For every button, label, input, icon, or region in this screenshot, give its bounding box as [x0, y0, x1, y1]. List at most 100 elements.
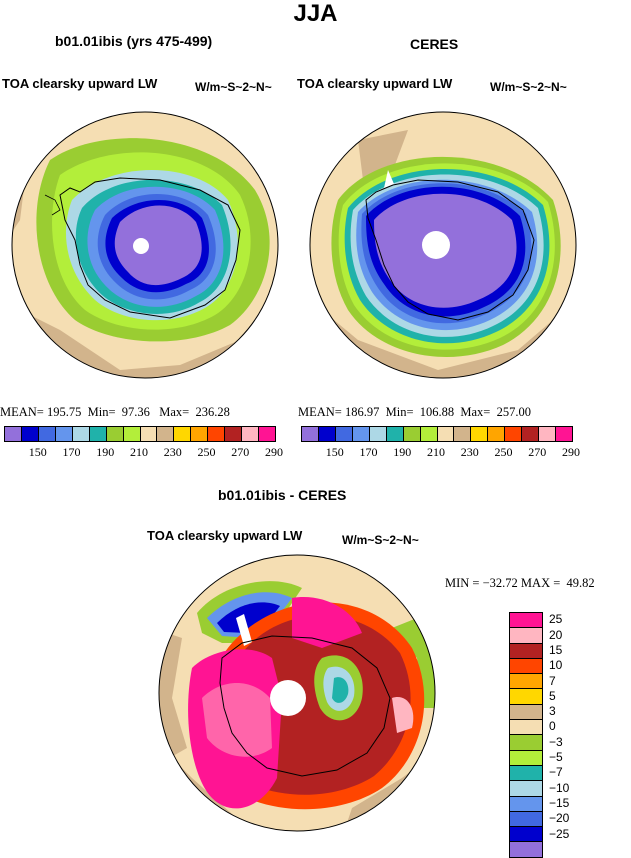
model-max-value: 236.28	[195, 405, 230, 419]
diff-colorbar-label: 15	[549, 642, 563, 657]
diff-colorbar-label: 0	[549, 719, 556, 734]
colorbar-swatch	[471, 427, 489, 441]
diff-polar-map	[158, 554, 436, 832]
colorbar-tick-label: 250	[494, 445, 513, 459]
model-mean-label: MEAN=	[0, 405, 44, 419]
colorbar-swatch	[369, 427, 387, 441]
colorbar-swatch	[242, 427, 260, 441]
model-case-title: b01.01ibis (yrs 475-499)	[55, 33, 213, 49]
colorbar-tick-label: 210	[130, 445, 148, 459]
diff-minmax: MIN = −32.72 MAX = 49.82	[445, 576, 595, 591]
colorbar-swatch	[157, 427, 175, 441]
diff-colorbar-label: 25	[549, 612, 563, 627]
colorbar-swatch	[556, 427, 572, 441]
diff-colorbar-label: −5	[549, 750, 563, 764]
obs-stats: MEAN= 186.97 Min= 106.88 Max= 257.00	[298, 405, 531, 420]
diff-colorbar-swatch	[510, 750, 542, 766]
colorbar-tick-label: 150	[28, 445, 47, 459]
obs-min-value: 106.88	[419, 405, 455, 419]
diff-colorbar-label: −20	[549, 811, 570, 826]
colorbar-swatch	[123, 427, 141, 441]
colorbar-swatch	[21, 427, 39, 441]
colorbar-tick-label: 170	[62, 445, 81, 459]
obs-mean-value: 186.97	[344, 405, 380, 419]
obs-polar-map	[309, 111, 577, 379]
model-variable-title: TOA clearsky upward LW	[2, 76, 158, 91]
diff-variable-title: TOA clearsky upward LW	[147, 528, 303, 543]
page-title: JJA	[293, 0, 338, 27]
colorbar-swatch	[174, 427, 192, 441]
diff-colorbar-swatch	[510, 720, 542, 736]
diff-colorbar-swatch	[510, 735, 542, 751]
model-units: W/m~S~2~N~	[195, 80, 272, 94]
colorbar-swatch	[208, 427, 226, 441]
diff-colorbar-swatch	[510, 811, 542, 828]
diff-min-label: MIN =	[445, 576, 480, 590]
model-min-value: 97.36	[121, 405, 150, 419]
colorbar-swatch	[403, 427, 421, 441]
diff-colorbar-swatch	[510, 658, 542, 675]
model-colorbar	[4, 426, 276, 442]
diff-colorbar-label: −3	[549, 734, 563, 749]
colorbar-swatch	[89, 427, 107, 441]
colorbar-tick-label: 290	[562, 445, 580, 459]
obs-max-value: 257.00	[496, 405, 531, 419]
diff-colorbar-label: −15	[549, 795, 570, 810]
diff-colorbar-swatch	[510, 765, 542, 782]
diff-colorbar-swatch	[510, 796, 542, 812]
colorbar-swatch	[539, 427, 557, 441]
model-min-label: Min=	[87, 405, 116, 419]
diff-colorbar-label: 20	[549, 627, 563, 642]
obs-min-label: Min=	[385, 405, 414, 419]
colorbar-swatch	[437, 427, 455, 441]
diff-min-value: −32.72	[482, 576, 518, 590]
obs-variable-title: TOA clearsky upward LW	[297, 76, 453, 91]
colorbar-swatch	[106, 427, 124, 441]
colorbar-tick-label: 210	[427, 445, 445, 459]
colorbar-tick-label: 190	[393, 445, 412, 459]
obs-case-title: CERES	[410, 36, 459, 52]
colorbar-swatch	[488, 427, 506, 441]
diff-colorbar-swatch	[510, 781, 542, 797]
diff-colorbar-label: 3	[549, 704, 556, 719]
colorbar-swatch	[140, 427, 158, 441]
diff-max-label: MAX =	[520, 576, 561, 590]
obs-max-label: Max=	[460, 405, 491, 419]
colorbar-swatch	[302, 427, 319, 441]
colorbar-swatch	[191, 427, 209, 441]
colorbar-tick-label: 270	[528, 445, 547, 459]
colorbar-swatch	[259, 427, 275, 441]
colorbar-swatch	[318, 427, 336, 441]
diff-colorbar-swatch	[510, 827, 542, 843]
colorbar-swatch	[5, 427, 22, 441]
colorbar-swatch	[505, 427, 523, 441]
colorbar-swatch	[352, 427, 370, 441]
colorbar-tick-label: 270	[231, 445, 250, 459]
colorbar-swatch	[38, 427, 56, 441]
diff-units: W/m~S~2~N~	[342, 533, 419, 547]
colorbar-tick-label: 170	[359, 445, 378, 459]
diff-colorbar-swatch	[510, 689, 542, 705]
diff-colorbar-label: −7	[549, 765, 563, 780]
diff-colorbar-label: 7	[549, 673, 556, 688]
diff-colorbar-swatch	[510, 613, 542, 629]
model-mean-value: 195.75	[46, 405, 82, 419]
colorbar-tick-label: 290	[265, 445, 283, 459]
diff-colorbar-label: −25	[549, 826, 570, 841]
diff-colorbar-label: 10	[549, 658, 563, 673]
colorbar-swatch	[522, 427, 540, 441]
colorbar-swatch	[420, 427, 438, 441]
colorbar-tick-label: 150	[325, 445, 344, 459]
model-polar-map	[11, 111, 279, 379]
colorbar-swatch	[454, 427, 472, 441]
colorbar-tick-label: 250	[197, 445, 216, 459]
diff-colorbar-label: −10	[549, 780, 570, 795]
colorbar-swatch	[72, 427, 90, 441]
diff-case-title: b01.01ibis - CERES	[218, 487, 347, 503]
diff-colorbar-swatch	[510, 842, 542, 857]
obs-colorbar	[301, 426, 573, 442]
obs-mean-label: MEAN=	[298, 405, 342, 419]
diff-colorbar	[509, 612, 543, 858]
obs-colorbar-ticks: 150 170 190 210 230 250 270 290	[301, 445, 580, 459]
model-max-label: Max=	[159, 405, 190, 419]
